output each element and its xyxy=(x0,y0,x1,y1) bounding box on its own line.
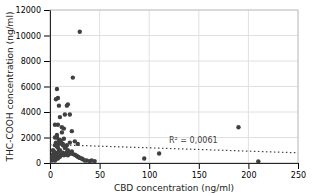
tick-label: 150 xyxy=(192,171,207,180)
tick-mark xyxy=(149,163,150,169)
scatter-point xyxy=(51,148,55,152)
tick-label: 8000 xyxy=(21,57,41,66)
tick-label: 250 xyxy=(291,171,306,180)
x-axis-tick: 200 xyxy=(241,163,256,180)
y-axis-tick: 4000 xyxy=(21,108,50,117)
scatter-point xyxy=(66,102,70,106)
tick-label: 0 xyxy=(48,171,53,180)
scatter-point xyxy=(62,126,66,130)
y-axis-line xyxy=(44,11,51,164)
y-axis-tick: 8000 xyxy=(21,57,50,66)
tick-label: 50 xyxy=(95,171,105,180)
tick-mark xyxy=(298,163,299,169)
tick-mark xyxy=(44,87,50,88)
annotation: R² = 0,0061 xyxy=(169,136,218,145)
tick-label: 4000 xyxy=(21,108,41,117)
scatter-point xyxy=(58,115,62,119)
scatter-point xyxy=(256,159,260,163)
tick-mark xyxy=(44,138,50,139)
scatter-point xyxy=(142,156,146,160)
x-axis-tick: 250 xyxy=(291,163,306,180)
trend-line xyxy=(50,145,298,153)
x-axis-tick: 50 xyxy=(95,163,105,180)
scatter-point xyxy=(157,151,161,155)
tick-label: 6000 xyxy=(21,83,41,92)
tick-mark xyxy=(100,163,101,169)
scatter-point xyxy=(71,75,75,79)
tick-label: 12000 xyxy=(16,6,41,15)
scatter-point xyxy=(70,129,74,133)
y-axis-title: THC-COOH concentration (ng/ml) xyxy=(5,12,15,163)
x-axis-tick: 0 xyxy=(48,163,53,180)
tick-mark xyxy=(44,10,50,11)
grid-line xyxy=(50,61,298,62)
grid xyxy=(50,10,298,163)
x-axis-line xyxy=(51,164,299,170)
x-axis: 0 50 100 150 200 250 xyxy=(48,163,306,180)
scatter-point xyxy=(60,130,64,134)
plot: 0 50 100 150 200 250 0 2000 4000 6000 8000 10000 120… xyxy=(16,6,307,180)
scatter-point xyxy=(53,123,57,127)
y-axis-tick: 10000 xyxy=(16,32,50,41)
marks xyxy=(50,29,298,163)
scatter-point xyxy=(56,96,60,100)
y-axis: 0 2000 4000 6000 8000 10000 12000 xyxy=(16,6,51,168)
tick-mark xyxy=(44,61,50,62)
tick-label: 10000 xyxy=(16,32,41,41)
y-axis-tick: 12000 xyxy=(16,6,50,15)
y-axis-tick: 6000 xyxy=(21,83,50,92)
tick-mark xyxy=(199,163,200,169)
scatter-point xyxy=(68,112,72,116)
plot-frame xyxy=(50,10,298,163)
tick-mark xyxy=(44,112,50,113)
x-axis-title: CBD concentration (ng/ml) xyxy=(114,183,234,193)
scatter-point xyxy=(68,140,72,144)
grid-line xyxy=(50,86,298,87)
scatter-point xyxy=(63,112,67,116)
y-axis-tick: 2000 xyxy=(21,134,50,143)
scatter-point xyxy=(57,103,61,107)
tick-label: 2000 xyxy=(21,134,41,143)
scatter-point xyxy=(55,87,59,91)
y-axis-tick: 0 xyxy=(36,159,50,168)
x-axis-tick: 150 xyxy=(192,163,207,180)
tick-label: 100 xyxy=(142,171,157,180)
x-axis-tick: 100 xyxy=(142,163,157,180)
tick-mark xyxy=(44,163,50,164)
scatter-point xyxy=(78,29,82,33)
scatter-point xyxy=(92,159,96,163)
chart: 0 50 100 150 200 250 0 2000 4000 6000 8000 10000 120… xyxy=(0,0,312,195)
tick-mark xyxy=(248,163,249,169)
tick-label: 0 xyxy=(36,159,41,168)
grid-line xyxy=(50,35,298,36)
tick-mark xyxy=(44,36,50,37)
scatter-point xyxy=(236,125,240,129)
tick-label: 200 xyxy=(241,171,256,180)
scatter-point xyxy=(62,137,66,141)
grid-line xyxy=(50,112,298,113)
scatter-point xyxy=(68,151,72,155)
